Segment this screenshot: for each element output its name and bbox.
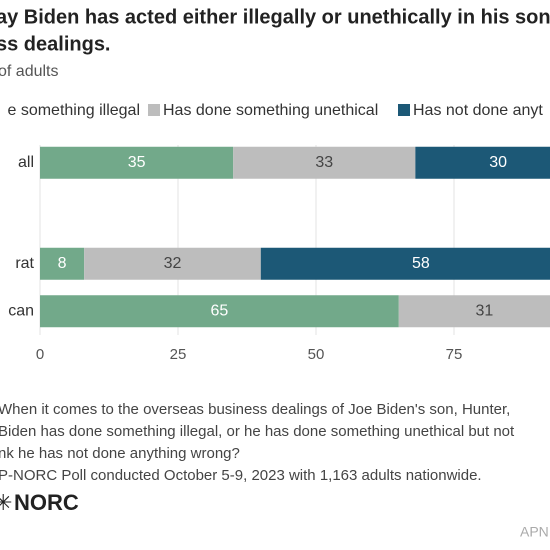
data-label: 32 xyxy=(164,255,182,272)
note: P-NORC Poll conducted October 5-9, 2023 … xyxy=(0,467,482,484)
data-label: 35 xyxy=(128,154,146,171)
bar xyxy=(415,146,550,179)
data-label: 65 xyxy=(211,302,229,319)
bar xyxy=(40,295,399,328)
x-tick-label: 75 xyxy=(446,346,463,363)
logo-mark: ✳ xyxy=(0,490,12,515)
y-tick-label: rat xyxy=(15,255,34,272)
bar xyxy=(233,146,416,179)
bar xyxy=(40,146,234,179)
legend-label: e something illegal xyxy=(7,102,140,119)
bar xyxy=(84,247,261,280)
note: nk he has not done anything wrong? xyxy=(0,445,240,462)
chart-subtitle: of adults xyxy=(0,63,58,80)
x-tick-label: 50 xyxy=(308,346,325,363)
data-label: 30 xyxy=(489,154,507,171)
chart-title: ss dealings. xyxy=(0,33,111,55)
chart-title: ay Biden has acted either illegally or u… xyxy=(0,6,550,28)
data-label: 8 xyxy=(58,255,67,272)
y-tick-label: all xyxy=(18,154,34,171)
credit: APN xyxy=(520,524,549,540)
legend-swatch xyxy=(398,104,410,116)
x-tick-label: 25 xyxy=(170,346,187,363)
data-label: 58 xyxy=(412,255,430,272)
data-label: 31 xyxy=(475,302,493,319)
y-tick-label: can xyxy=(8,302,34,319)
note: When it comes to the overseas business d… xyxy=(0,401,510,418)
legend-label: Has not done anyt xyxy=(413,102,543,119)
bar xyxy=(398,295,550,328)
data-label: 33 xyxy=(315,154,333,171)
logo: NORC xyxy=(14,490,79,515)
note: Biden has done something illegal, or he … xyxy=(0,423,515,440)
legend-swatch xyxy=(148,104,160,116)
x-tick-label: 0 xyxy=(36,346,44,363)
bar xyxy=(40,247,85,280)
legend-label: Has done something unethical xyxy=(163,102,378,119)
bar xyxy=(260,247,550,280)
